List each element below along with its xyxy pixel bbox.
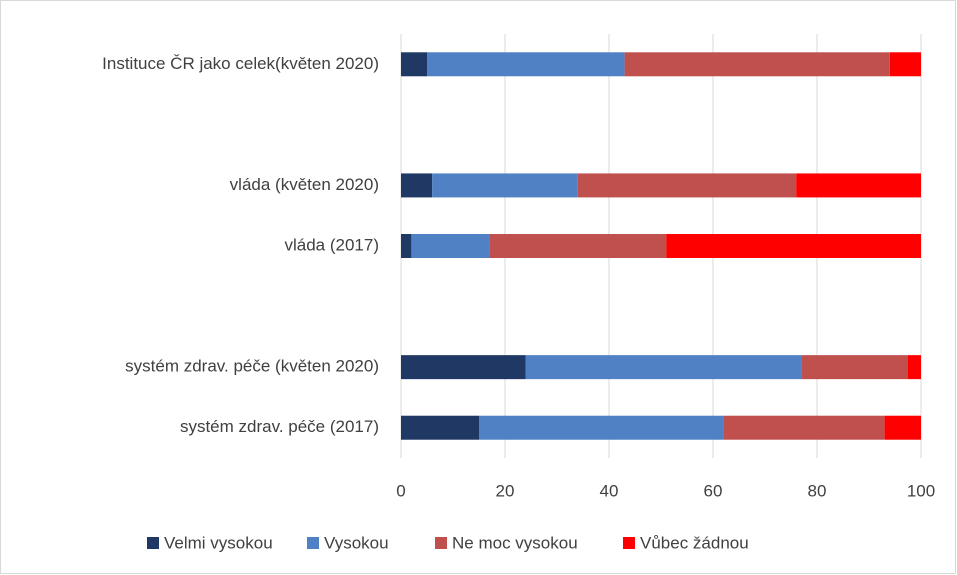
bar-segment	[723, 415, 885, 440]
bar-segment	[796, 173, 921, 198]
x-tick-label: 80	[808, 481, 827, 500]
legend-label: Vůbec žádnou	[640, 533, 749, 552]
bar-segment	[525, 355, 802, 380]
bar-segment	[479, 415, 724, 440]
bar-segment	[884, 415, 921, 440]
x-tick-label: 20	[496, 481, 515, 500]
y-tick-label: systém zdrav. péče (květen 2020)	[125, 357, 379, 376]
bar-segment	[666, 234, 921, 258]
bar-segment	[908, 355, 921, 380]
legend-swatch	[435, 537, 447, 549]
bar-segment	[801, 355, 908, 380]
x-tick-label: 100	[907, 481, 935, 500]
y-tick-label: Instituce ČR jako celek(květen 2020)	[102, 54, 379, 73]
legend-label: Velmi vysokou	[164, 533, 273, 552]
bar-segment	[411, 234, 490, 258]
bar-segment	[889, 52, 921, 77]
bar-segment	[401, 355, 526, 380]
bar-segment	[432, 173, 578, 198]
bar-segment	[401, 234, 412, 258]
bar-segment	[427, 52, 625, 77]
x-tick-label: 0	[396, 481, 405, 500]
y-tick-label: systém zdrav. péče (2017)	[180, 417, 379, 436]
legend-label: Ne moc vysokou	[452, 533, 578, 552]
legend-label: Vysokou	[324, 533, 389, 552]
legend-swatch	[307, 537, 319, 549]
bar-segment	[577, 173, 797, 198]
bar-segment	[401, 173, 433, 198]
x-tick-label: 60	[704, 481, 723, 500]
legend-swatch	[623, 537, 635, 549]
y-tick-label: vláda (2017)	[284, 235, 379, 254]
y-tick-label: vláda (květen 2020)	[230, 175, 379, 194]
bar-segment	[489, 234, 667, 258]
bar-segment	[401, 52, 427, 77]
bar-segment	[624, 52, 890, 77]
bar-segment	[401, 415, 479, 440]
x-tick-label: 40	[600, 481, 619, 500]
legend-swatch	[147, 537, 159, 549]
